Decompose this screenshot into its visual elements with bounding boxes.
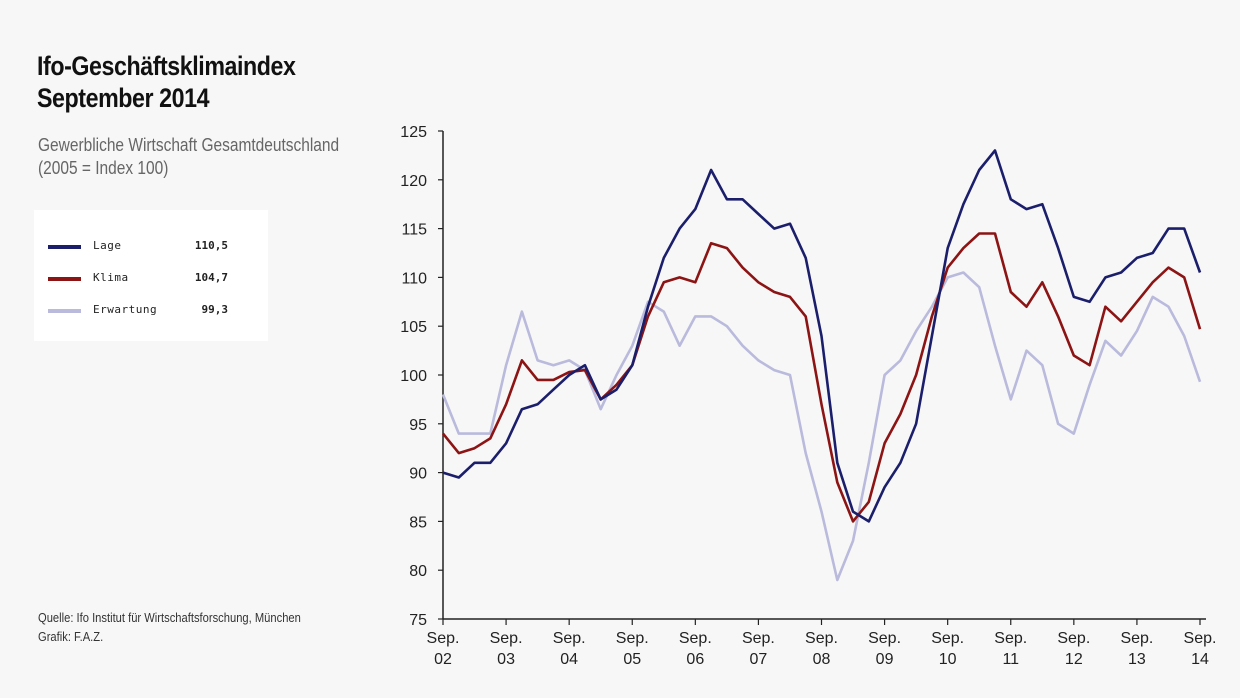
y-tick-label: 95	[409, 417, 427, 434]
x-tick-label: Sep.	[742, 630, 775, 647]
x-tick-label: Sep.	[868, 630, 901, 647]
legend: Lage 110,5 Klima 104,7 Erwartung 99,3	[34, 210, 268, 341]
chart-subtitle-line-1: Gewerbliche Wirtschaft Gesamtdeutschland	[38, 135, 340, 155]
credit-line: Grafik: F.A.Z.	[38, 629, 104, 644]
x-tick-label: Sep.	[1120, 630, 1153, 647]
x-tick-label-year: 14	[1191, 651, 1209, 668]
x-tick-label: Sep.	[1184, 630, 1217, 647]
legend-swatch-lage	[48, 245, 81, 249]
y-tick-label: 115	[401, 222, 427, 239]
legend-value: 110,5	[194, 239, 228, 252]
legend-label: Erwartung	[93, 303, 158, 316]
legend-swatch-klima	[48, 277, 81, 281]
chart-title-line-1: Ifo-Geschäftsklimaindex	[37, 51, 296, 81]
y-tick-label: 105	[400, 319, 427, 336]
legend-value: 104,7	[194, 271, 228, 284]
legend-swatch-erwartung	[48, 309, 81, 313]
y-tick-label: 90	[409, 466, 427, 483]
x-tick-label: Sep.	[427, 630, 460, 647]
y-tick-label: 85	[409, 514, 427, 531]
x-tick-label: Sep.	[553, 630, 586, 647]
x-tick-label-year: 09	[876, 651, 894, 668]
x-tick-label-year: 06	[686, 651, 704, 668]
chart-title-line-2: September 2014	[37, 83, 210, 113]
legend-value: 99,3	[201, 303, 229, 316]
x-tick-label: Sep.	[805, 630, 838, 647]
x-tick-label-year: 10	[939, 651, 957, 668]
y-tick-label: 125	[400, 124, 427, 141]
source-line: Quelle: Ifo Institut für Wirtschaftsfors…	[38, 610, 301, 625]
x-tick-label-year: 11	[1002, 651, 1019, 668]
y-tick-label: 75	[409, 612, 427, 629]
y-tick-label: 80	[409, 563, 427, 580]
y-tick-label: 110	[401, 270, 427, 287]
x-tick-label: Sep.	[994, 630, 1027, 647]
series-line-klima	[441, 232, 1202, 523]
x-tick-label-year: 13	[1128, 651, 1146, 668]
chart-title: Ifo-Geschäftsklimaindex September 2014	[37, 50, 296, 114]
legend-label: Klima	[93, 271, 129, 284]
chart-subtitle-line-2: (2005 = Index 100)	[38, 158, 169, 178]
chart-subtitle: Gewerbliche Wirtschaft Gesamtdeutschland…	[38, 134, 339, 180]
x-tick-label-year: 03	[497, 651, 515, 668]
y-tick-label: 120	[400, 173, 427, 190]
series-line-erwartung	[441, 271, 1202, 582]
source-note: Quelle: Ifo Institut für Wirtschaftsfors…	[38, 608, 301, 646]
x-tick-label: Sep.	[1057, 630, 1090, 647]
x-tick-label-year: 04	[560, 651, 578, 668]
y-tick-label: 100	[400, 368, 427, 385]
x-tick-label-year: 05	[623, 651, 641, 668]
x-tick-label-year: 08	[813, 651, 831, 668]
x-tick-label: Sep.	[490, 630, 523, 647]
x-tick-label-year: 12	[1065, 651, 1083, 668]
legend-label: Lage	[93, 239, 122, 252]
x-tick-label-year: 02	[434, 651, 452, 668]
x-tick-label: Sep.	[616, 630, 649, 647]
x-tick-label-year: 07	[750, 651, 768, 668]
x-tick-label: Sep.	[931, 630, 964, 647]
x-tick-label: Sep.	[679, 630, 712, 647]
